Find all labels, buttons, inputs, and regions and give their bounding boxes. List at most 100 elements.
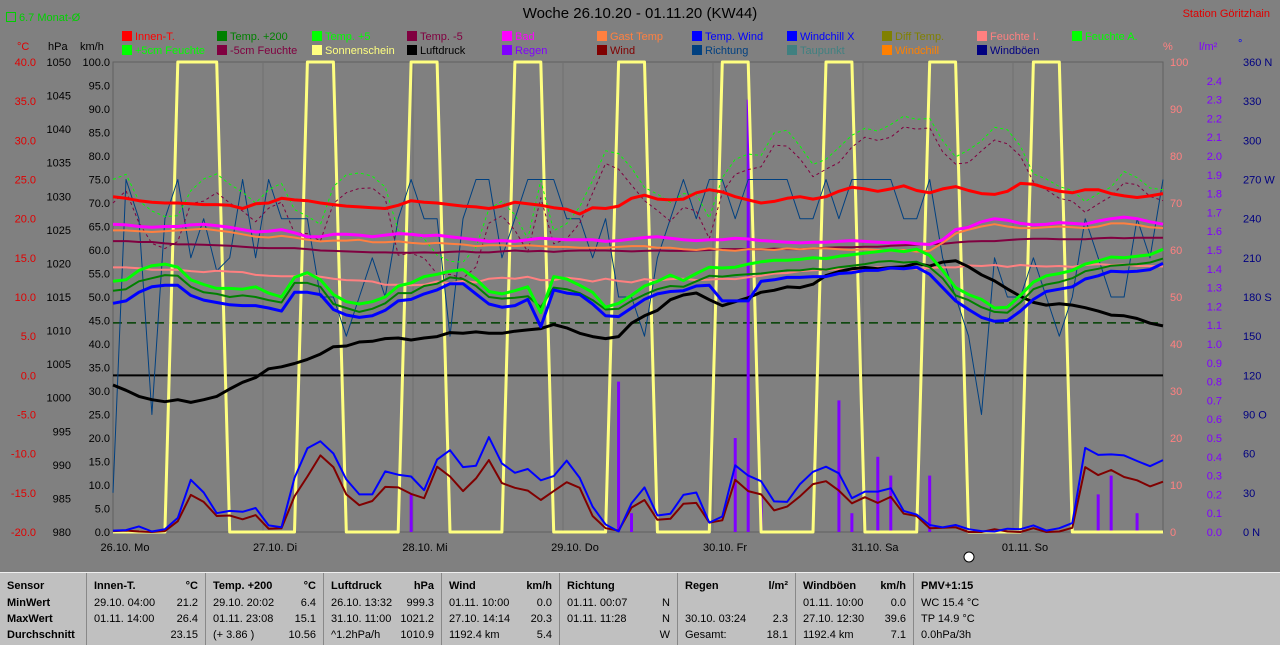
legend-item[interactable]: Taupunkt <box>787 45 845 57</box>
legend-item[interactable]: Diff Temp. <box>882 31 944 43</box>
stats-cell-value: 10.56 <box>288 629 316 641</box>
stats-column-unit: km/h <box>880 580 906 592</box>
x-axis-tick: 28.10. Mi <box>402 542 447 554</box>
humidity-axis-tick: 30 <box>1170 386 1182 398</box>
legend-item[interactable]: Regen <box>502 45 547 57</box>
legend-item[interactable]: Temp. +5 <box>312 31 371 43</box>
wind-axis-tick: 95.0 <box>89 81 110 93</box>
legend-item[interactable]: Richtung <box>692 45 748 57</box>
series-line-windchill-x <box>112 261 1164 329</box>
average-checkbox-icon[interactable] <box>6 12 16 22</box>
stats-cell-value: 2.3 <box>772 613 788 625</box>
rain-bar <box>617 381 621 532</box>
pressure-axis-tick: 1020 <box>47 258 71 270</box>
legend-item[interactable]: Temp. +200 <box>217 31 288 43</box>
legend-item[interactable]: Wind <box>597 45 635 57</box>
stats-cell-value: 1021.2 <box>400 613 434 625</box>
stats-cell-label: 0.0hPa/3h <box>921 629 972 641</box>
legend-item[interactable]: Feuchte I. <box>977 31 1039 43</box>
stats-column: PMV+1:15 WC 15.4 °C TP 14.9 °C 0.0hPa/3h <box>913 573 1041 645</box>
legend-item[interactable]: Temp. -5 <box>407 31 463 43</box>
rain-axis-tick: 1.0 <box>1207 339 1222 351</box>
legend-item[interactable]: +5cm Feuchte <box>122 45 205 57</box>
legend-item[interactable]: Temp. Wind <box>692 31 763 43</box>
rain-axis-tick: 1.9 <box>1207 170 1222 182</box>
stats-column-title: Sensor <box>7 580 45 592</box>
wind-axis-tick: 100.0 <box>82 57 110 69</box>
legend-swatch-icon <box>787 31 797 41</box>
legend-swatch-icon <box>217 31 227 41</box>
legend-swatch-icon <box>787 45 797 55</box>
stats-cell-label: 01.11. 10:00 <box>449 597 510 609</box>
rain-axis-tick: 1.6 <box>1207 226 1222 238</box>
legend-item[interactable]: Innen-T. <box>122 31 175 43</box>
legend-item[interactable]: Bad <box>502 31 535 43</box>
direction-axis-tick: 360 N <box>1243 57 1272 69</box>
series-line-gast-temp <box>113 222 1164 253</box>
stats-cell-label: 01.11. 14:00 <box>94 613 155 625</box>
temp-axis-tick: -20.0 <box>11 527 36 539</box>
rain-bar <box>850 513 854 532</box>
stats-cell-label: 26.10. 13:32 <box>331 597 393 609</box>
stats-cell-label: WC 15.4 °C <box>921 597 980 609</box>
wind-axis-tick: 10.0 <box>89 480 110 492</box>
legend-swatch-icon <box>122 31 132 41</box>
stats-column-title: Temp. +200 <box>213 580 273 592</box>
legend-label: Temp. Wind <box>705 31 764 43</box>
rain-axis-tick: 0.4 <box>1207 452 1222 464</box>
wind-axis-tick: 20.0 <box>89 433 110 445</box>
rain-bar <box>1109 475 1113 532</box>
stats-cell-label: MaxWert <box>7 613 53 625</box>
rain-axis-tick: 2.1 <box>1207 132 1222 144</box>
series-line-feuchte-a- <box>112 115 1164 263</box>
pressure-axis-tick: 980 <box>53 527 71 539</box>
legend-item[interactable]: Gast Temp <box>597 31 663 43</box>
series-line-windb-en <box>112 436 1164 533</box>
rain-bar <box>1135 513 1139 532</box>
rain-axis-tick: 1.7 <box>1207 207 1222 219</box>
legend-item[interactable]: Windchill <box>882 45 939 57</box>
legend-label: Temp. -5 <box>420 31 463 43</box>
legend-swatch-icon <box>882 31 892 41</box>
legend-swatch-icon <box>502 31 512 41</box>
legend-item[interactable]: Feuchte A. <box>1072 31 1138 43</box>
series-line-feuchte-i- <box>113 263 1164 287</box>
stats-column: Temp. +200 °C 29.10. 20:02 6.4 01.11. 23:08 1… <box>205 573 324 645</box>
wind-axis-tick: 15.0 <box>89 457 110 469</box>
temp-axis-tick: 5.0 <box>21 331 36 343</box>
legend-label: Windchill <box>895 45 940 57</box>
rain-axis-tick: 0.3 <box>1207 471 1222 483</box>
rain-axis-tick: 0.8 <box>1207 377 1222 389</box>
pressure-axis-tick: 985 <box>53 493 71 505</box>
pressure-axis-tick: 1005 <box>47 359 71 371</box>
legend-item[interactable]: Sonnenschein <box>312 45 395 57</box>
rain-bar <box>1096 494 1100 532</box>
pressure-axis-tick: 1025 <box>47 225 71 237</box>
rain-bar <box>630 513 634 532</box>
weather-chart: 40.0 35.0 30.0 25.0 20.0 15.0 10.0 5.0 0.0 -5.0 -1… <box>11 57 1275 563</box>
stats-cell-value: 999.3 <box>406 597 434 609</box>
legend-item[interactable]: Luftdruck <box>407 45 465 57</box>
legend-label: Innen-T. <box>135 31 175 43</box>
wind-axis-tick: 40.0 <box>89 339 110 351</box>
humidity-axis-tick: 0 <box>1170 527 1176 539</box>
legend-label: Bad <box>515 31 535 43</box>
series-line-temp-5 <box>112 247 1164 315</box>
rain-bar <box>733 438 737 532</box>
chart-title: Woche 26.10.20 - 01.11.20 (KW44) <box>522 5 758 22</box>
legend-swatch-icon <box>977 45 987 55</box>
legend-item[interactable]: Windböen <box>977 45 1040 57</box>
direction-axis-tick: 240 <box>1243 214 1261 226</box>
wind-axis-tick: 90.0 <box>89 104 110 116</box>
humidity-axis-tick: 70 <box>1170 198 1182 210</box>
stats-cell-value: 23.15 <box>170 629 198 641</box>
legend-item[interactable]: Windchill X <box>787 31 854 43</box>
legend-item[interactable]: -5cm Feuchte <box>217 45 297 57</box>
stats-cell-label: 29.10. 04:00 <box>94 597 156 609</box>
pressure-axis-tick: 1010 <box>47 326 71 338</box>
x-axis-tick: 27.10. Di <box>253 542 297 554</box>
legend-label: Gast Temp <box>610 31 663 43</box>
legend-label: Richtung <box>705 45 749 57</box>
series-line-richtung <box>112 179 1164 493</box>
stats-cell-value: 18.1 <box>766 629 788 641</box>
